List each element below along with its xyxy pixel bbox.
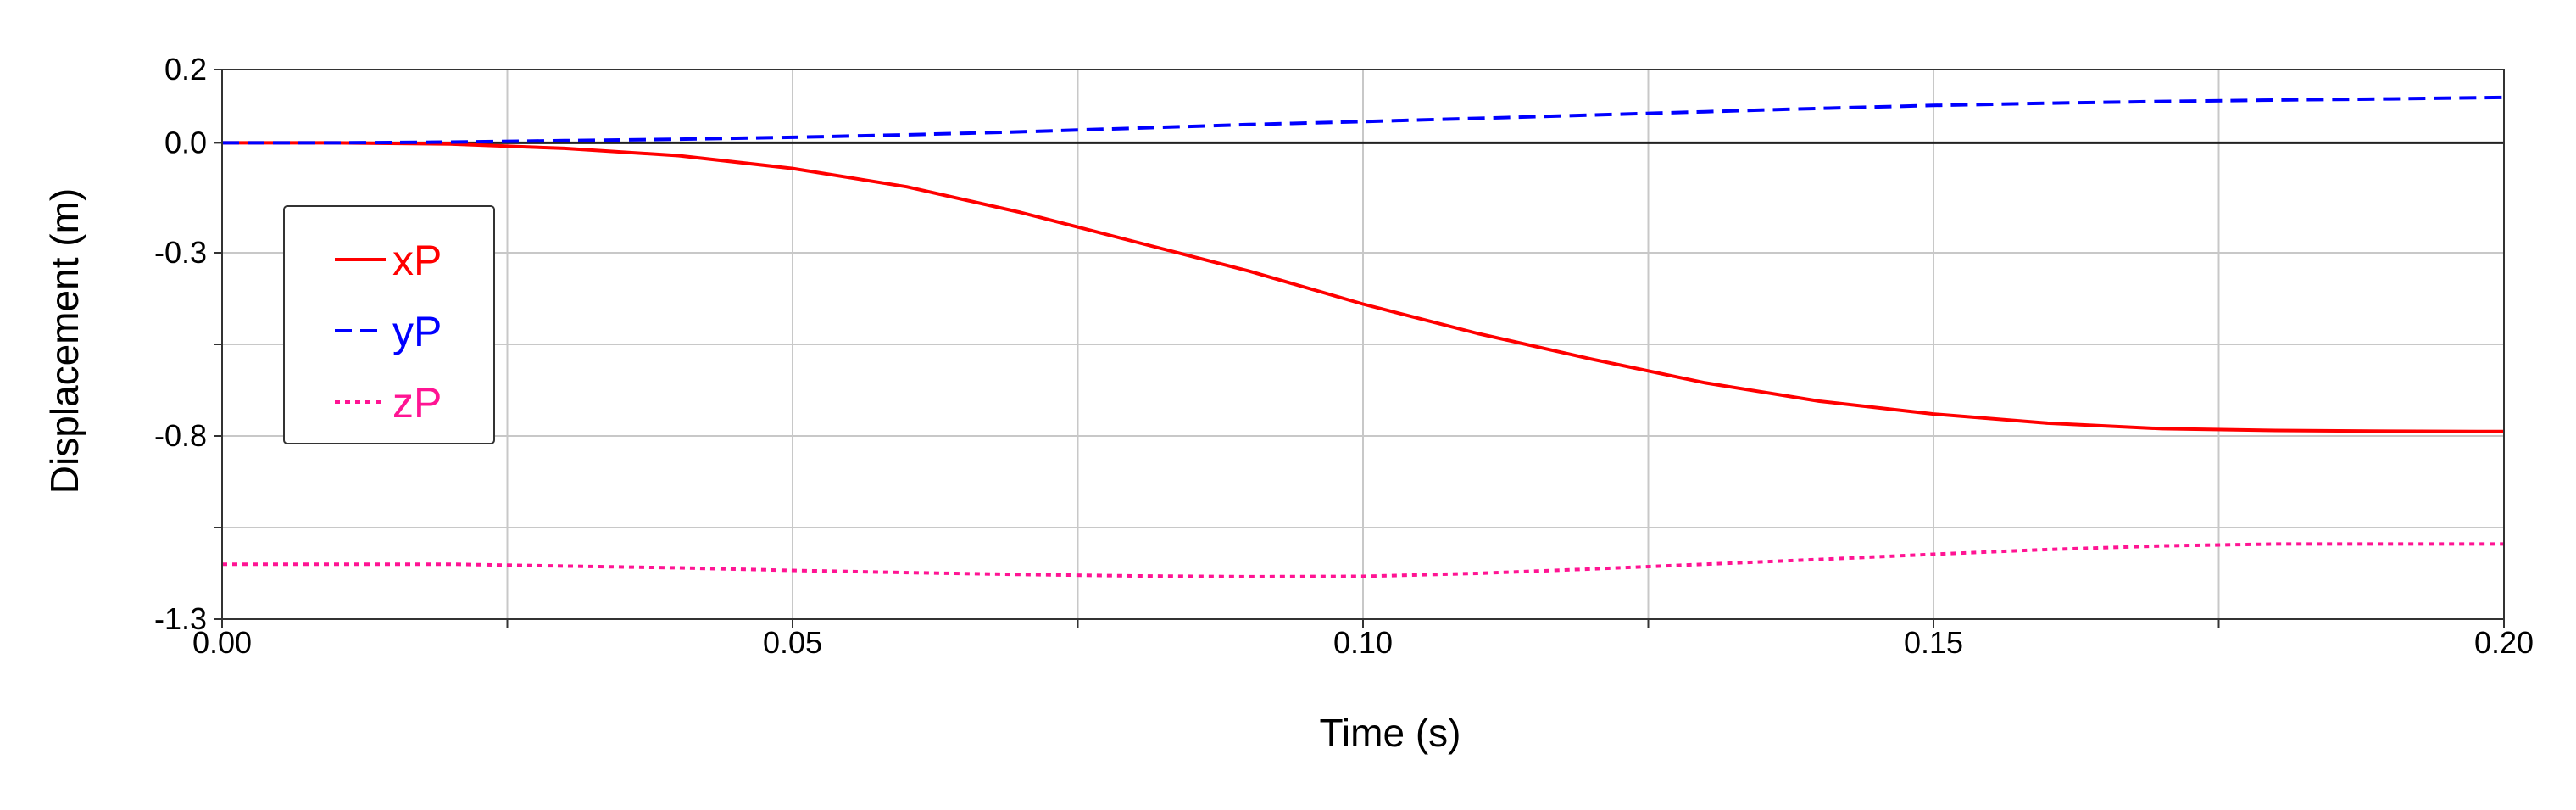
y-tick-label: 0.0 — [164, 125, 207, 159]
x-tick-label: 0.20 — [2474, 625, 2534, 660]
x-tick-label: 0.10 — [1333, 625, 1393, 660]
y-tick-label: -0.3 — [154, 235, 207, 270]
legend-label-xP: xP — [392, 237, 442, 284]
y-tick-label: -0.8 — [154, 418, 207, 453]
y-tick-label: 0.2 — [164, 52, 207, 87]
series-layer — [222, 95, 2505, 578]
x-tick-label: 0.15 — [1904, 625, 1963, 660]
legend-label-yP: yP — [392, 308, 442, 355]
legend-label-zP: zP — [392, 379, 442, 427]
series-line-zP — [222, 542, 2504, 578]
axis-ticks: 0.00 0.05 0.10 0.15 0.20 0.2 0.0 -0.3 -0.8 -1.3 — [154, 52, 2534, 660]
x-tick-label: 0.00 — [192, 625, 252, 660]
legend: xP yP zP — [283, 205, 495, 444]
y-axis-label: Displacement (m) — [42, 188, 86, 494]
series-line-xP — [222, 141, 2505, 433]
x-axis-label: Time (s) — [1320, 711, 1461, 755]
x-tick-label: 0.05 — [763, 625, 822, 660]
y-tick-label: -1.3 — [154, 601, 207, 636]
legend-box — [283, 205, 495, 444]
grid-lines — [222, 70, 2504, 619]
